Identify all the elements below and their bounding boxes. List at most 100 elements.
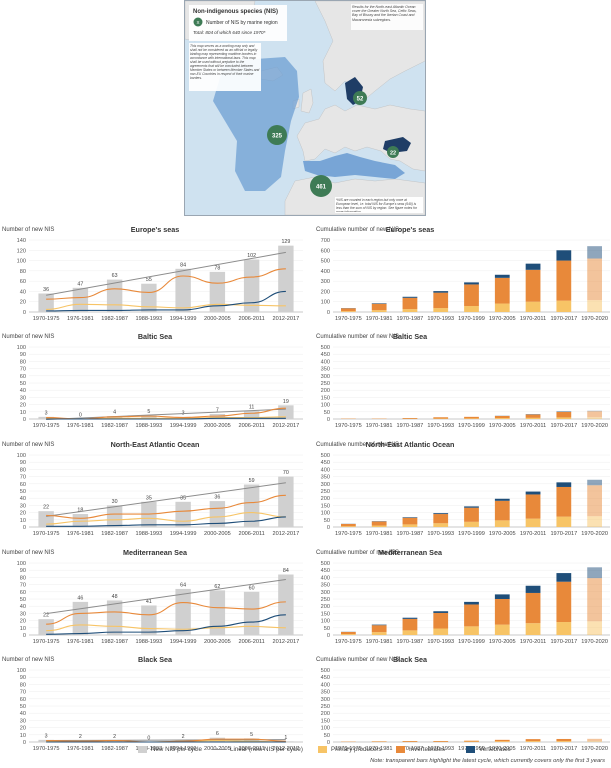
left-ytick-4-80: 80 <box>20 682 26 688</box>
right-bar-4-8-primary-producers <box>587 741 602 742</box>
right-xtick-3-1: 1970-1981 <box>366 639 393 645</box>
left-trend-line-1 <box>46 408 286 421</box>
right-ytick-2-350: 350 <box>321 475 330 481</box>
left-ytick-2-50: 50 <box>20 489 26 495</box>
map-legend-symbol: X <box>196 20 199 25</box>
left-bar-0-5 <box>209 271 226 312</box>
map-note-left: This map serves as a working map only an… <box>190 44 260 80</box>
left-xtick-2-6: 2006-2011 <box>238 531 264 537</box>
map-land-uk <box>300 88 314 114</box>
left-ytick-4-70: 70 <box>20 690 26 696</box>
left-ytick-4-30: 30 <box>20 718 26 724</box>
left-ytick-2-30: 30 <box>20 503 26 509</box>
right-xtick-4-8: 1970-2020 <box>581 746 608 752</box>
right-bar-2-6-vertebrates <box>525 491 541 495</box>
left-ytick-3-70: 70 <box>20 583 26 589</box>
right-bar-4-4-invertebrates <box>464 740 479 742</box>
left-ytick-1-100: 100 <box>17 345 26 351</box>
map-total: Total: 804 of which 640 since 1970* <box>193 30 266 35</box>
left-xtick-2-4: 1994-1999 <box>170 531 197 537</box>
right-bar-4-7-invertebrates <box>556 738 572 742</box>
left-ytick-2-60: 60 <box>20 482 26 488</box>
right-bar-3-0-primary-producers <box>341 634 356 635</box>
left-bar-label-4-4: 2 <box>182 734 185 740</box>
right-ytick-3-300: 300 <box>321 590 330 596</box>
right-bar-3-1-vertebrates <box>371 624 387 626</box>
left-bar-0-4 <box>175 268 191 312</box>
left-bar-3-1 <box>72 601 89 635</box>
right-bar-3-7-invertebrates <box>556 581 572 623</box>
right-bar-0-5-invertebrates <box>494 277 510 304</box>
left-bar-label-4-2: 2 <box>113 734 116 740</box>
left-xtick-3-1: 1976-1981 <box>67 639 94 645</box>
right-ytick-1-500: 500 <box>321 345 330 351</box>
right-xtick-0-6: 1970-2011 <box>520 316 546 322</box>
left-ytick-4-0: 0 <box>23 740 26 746</box>
left-xtick-3-3: 1988-1993 <box>135 639 162 645</box>
right-xtick-4-3: 1970-1993 <box>427 746 454 752</box>
left-xtick-4-4: 1994-1999 <box>170 746 197 752</box>
right-xtick-3-8: 1970-2020 <box>581 639 608 645</box>
left-bar-label-3-2: 48 <box>112 594 118 600</box>
left-bar-label-0-5: 78 <box>214 265 220 271</box>
legend-swatch-invertebrates <box>396 746 405 753</box>
right-bar-4-2-invertebrates <box>402 740 418 742</box>
right-ytick-1-200: 200 <box>321 388 330 394</box>
bubble-black-sea-label: 22 <box>390 151 396 157</box>
right-ytick-4-350: 350 <box>321 690 330 696</box>
right-xtick-0-7: 1970-2017 <box>550 316 577 322</box>
left-series-line-2-invertebrates <box>46 494 286 519</box>
left-bar-2-2 <box>106 505 123 527</box>
right-xtick-2-3: 1970-1993 <box>427 531 454 537</box>
left-xtick-0-0: 1970-1975 <box>33 316 60 322</box>
left-ytick-2-0: 0 <box>23 525 26 531</box>
left-ytick-0-60: 60 <box>20 279 26 285</box>
left-bar-3-7 <box>278 574 294 635</box>
left-bar-3-4 <box>175 588 191 635</box>
right-bar-1-4-invertebrates <box>464 416 479 419</box>
left-ytick-1-70: 70 <box>20 367 26 373</box>
right-ytick-0-500: 500 <box>321 259 330 265</box>
left-title-mediterranean-sea: Mediterranean Sea <box>123 548 188 557</box>
left-title-north-east-atlantic-ocean: North-East Atlantic Ocean <box>111 440 200 449</box>
right-ytick-4-400: 400 <box>321 682 330 688</box>
map-note-bottom-box <box>335 197 423 213</box>
right-ylabel-3: Cumulative number of new NIS <box>316 550 399 556</box>
left-ytick-1-10: 10 <box>20 410 26 416</box>
right-bar-1-6-invertebrates <box>525 414 541 418</box>
right-title-mediterranean-sea: Mediterranean Sea <box>378 548 443 557</box>
left-xtick-2-5: 2000-2005 <box>204 531 231 537</box>
left-ytick-0-80: 80 <box>20 269 26 275</box>
right-xtick-2-8: 1970-2020 <box>581 531 608 537</box>
left-ylabel-2: Number of new NIS <box>2 442 54 448</box>
right-bar-0-7-vertebrates <box>556 250 572 261</box>
right-bar-2-8-vertebrates <box>587 479 602 486</box>
left-xtick-2-2: 1982-1987 <box>101 531 128 537</box>
right-xtick-2-4: 1970-1999 <box>458 531 485 537</box>
right-bar-2-2-vertebrates <box>402 517 418 518</box>
right-bar-2-7-primary-producers <box>556 516 572 527</box>
left-bar-label-2-1: 18 <box>77 508 83 514</box>
left-bar-1-6 <box>243 411 260 419</box>
left-xtick-0-7: 2012-2017 <box>272 316 299 322</box>
bubble-mediterranean-label: 461 <box>316 185 327 191</box>
left-xtick-3-4: 1994-1999 <box>170 639 197 645</box>
right-ytick-2-0: 0 <box>327 525 330 531</box>
right-bar-3-6-invertebrates <box>525 592 541 624</box>
right-ylabel-2: Cumulative number of new NIS <box>316 442 399 448</box>
left-ytick-4-90: 90 <box>20 675 26 681</box>
right-ytick-4-450: 450 <box>321 675 330 681</box>
left-bar-label-4-7: 1 <box>284 735 287 741</box>
right-bar-3-7-primary-producers <box>556 622 572 635</box>
left-bar-label-2-0: 22 <box>43 505 49 511</box>
left-ytick-1-0: 0 <box>23 417 26 423</box>
left-xtick-1-2: 1982-1987 <box>101 423 128 429</box>
right-bar-0-4-vertebrates <box>464 282 479 285</box>
left-xtick-4-6: 2006-2011 <box>238 746 264 752</box>
legend-primary-label: Primary producers <box>331 746 382 753</box>
right-ytick-3-400: 400 <box>321 575 330 581</box>
map-note-bottom: *NIS are counted in each region but only… <box>336 198 418 212</box>
right-xtick-0-8: 1970-2020 <box>581 316 608 322</box>
right-bar-3-7-vertebrates <box>556 573 572 582</box>
